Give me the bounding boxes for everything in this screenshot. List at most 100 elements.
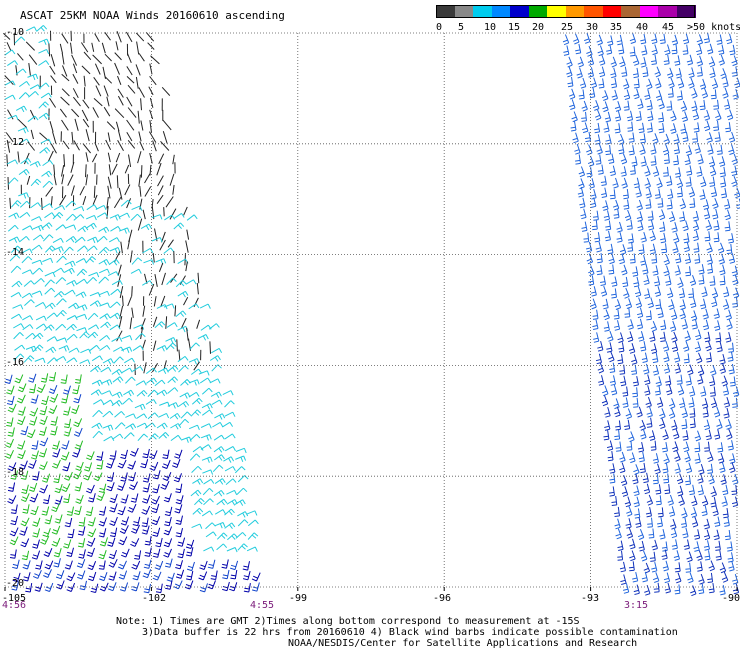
wind-barb [723,407,730,419]
wind-barb [149,461,159,471]
wind-barb [7,177,19,185]
wind-barb [654,463,661,475]
wind-barb [201,403,213,410]
wind-barb [640,231,647,243]
wind-barb [679,198,687,210]
wind-barb [622,397,629,408]
colorbar-swatch [658,5,677,18]
wind-barb [106,459,115,469]
wind-barb [666,175,673,186]
wind-barb [79,580,87,591]
wind-barb [54,291,65,298]
wind-barb [178,349,181,361]
wind-barb [107,185,111,199]
wind-barb [65,213,77,221]
wind-barb [73,394,82,404]
wind-barb [633,177,640,189]
wind-barb [618,143,625,155]
wind-barb [637,220,644,232]
wind-barb [126,96,133,107]
wind-barb [113,196,122,209]
wind-barb [125,31,133,43]
wind-barb [624,496,632,508]
wind-barb [689,275,697,286]
wind-barb [646,310,652,321]
wind-barb [709,275,716,286]
wind-barb [77,538,86,548]
wind-barb [566,56,573,68]
wind-barb [723,396,731,408]
wind-barb [163,207,165,217]
wind-barb [627,241,634,252]
wind-barb [719,584,726,596]
wind-barb [711,78,719,89]
wind-barb [598,78,605,89]
wind-barb [30,129,34,140]
wind-barb [671,222,678,233]
wind-barb [691,100,698,112]
wind-barb [85,152,89,162]
wind-barb [78,549,86,559]
wind-barb [68,347,80,353]
wind-barb [26,26,38,32]
wind-barb [38,426,47,436]
wind-barb [124,357,136,364]
wind-barb [180,411,192,419]
wind-barb [234,499,246,506]
wind-barb [185,279,197,285]
wind-barb [52,440,60,450]
wind-barb [732,274,739,286]
wind-barb [117,88,124,98]
wind-barb [659,408,666,419]
wind-barb [671,341,679,352]
wind-barb [657,197,664,208]
wind-barb [601,395,609,407]
wind-barb [167,365,179,372]
wind-barb [143,559,152,569]
wind-barb [684,154,691,166]
wind-barb [158,412,170,419]
wind-barb [690,310,698,321]
wind-barb [163,247,175,254]
wind-barb [699,189,706,200]
map-title: ASCAT 25KM NOAA Winds 20160610 ascending [20,9,285,22]
wind-barb [31,244,43,251]
wind-barb [9,527,19,537]
wind-barb [104,76,113,84]
wind-barb [53,558,61,568]
wind-barb [186,229,190,240]
wind-barb [642,263,649,275]
wind-barb [31,259,43,265]
wind-barb [98,268,110,274]
wind-barb [674,462,681,474]
wind-barb [603,210,610,221]
wind-barb [656,177,663,189]
wind-barb [699,78,707,90]
wind-barb [713,99,720,110]
wind-barb [641,571,648,583]
wind-barb [28,54,38,65]
wind-barb [138,87,145,98]
wind-barb [74,482,83,492]
wind-barb [642,66,649,78]
wind-barb [104,32,111,41]
wind-barb [681,407,688,418]
wind-barb [609,463,616,474]
wind-barb [652,265,659,276]
wind-barb [696,352,703,364]
wind-barb [577,56,584,68]
wind-barb [175,569,185,579]
wind-barb [627,121,634,132]
wind-barb [41,222,53,229]
wind-barb [118,560,127,570]
wind-barb [621,177,628,189]
wind-barb [651,253,658,264]
wind-barb [108,571,117,581]
wind-barb [100,321,111,329]
wind-barb [680,100,688,112]
wind-barb [5,132,14,143]
wind-barb [701,87,709,99]
wind-barb [87,312,99,321]
wind-barb [29,493,39,503]
wind-barb [646,494,654,506]
